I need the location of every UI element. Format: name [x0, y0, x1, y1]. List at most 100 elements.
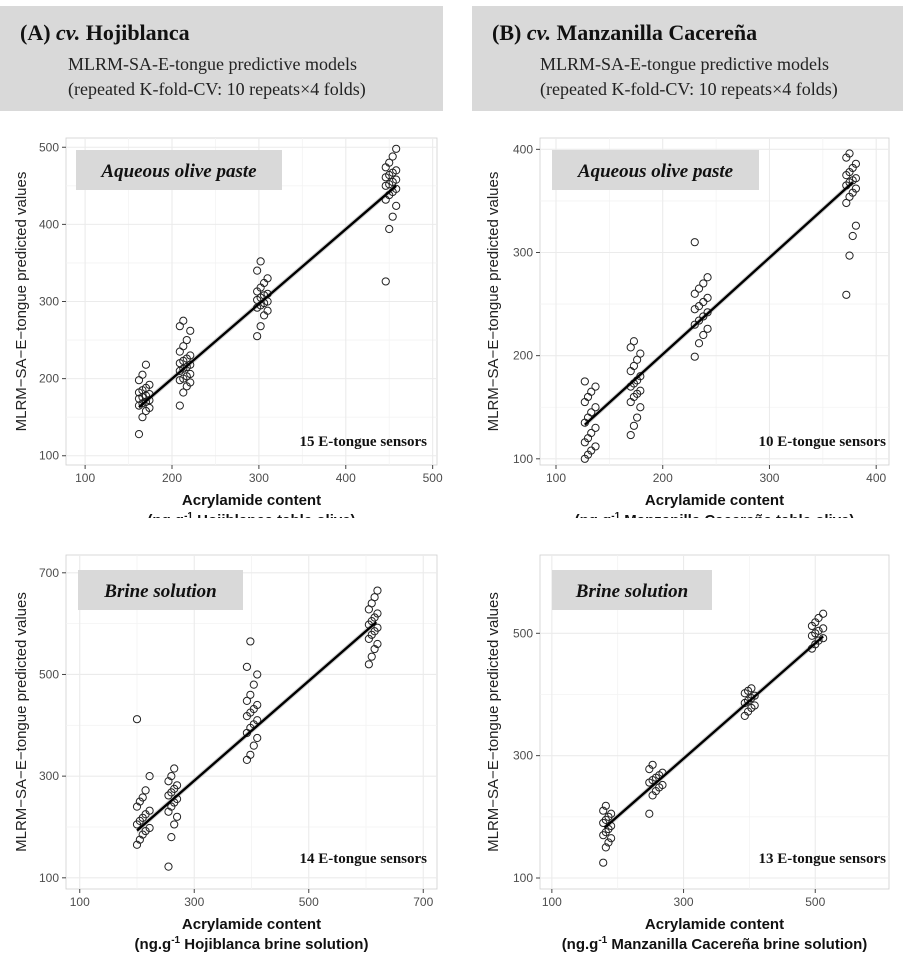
data-point — [253, 670, 262, 679]
data-point — [848, 231, 857, 241]
sample-type-label: Aqueous olive paste — [577, 161, 734, 182]
y-tick-label: 100 — [513, 452, 533, 466]
y-tick-label: 500 — [39, 667, 59, 681]
data-point — [601, 801, 610, 810]
y-tick-label: 100 — [39, 871, 59, 885]
data-point — [629, 361, 639, 371]
cultivar-name: Hojiblanca — [85, 20, 190, 45]
data-point — [607, 834, 616, 843]
scatter-panel-b-aqueous: 100 200 300 400 100 200 300 400 MLRM−SA−E−tongue… — [472, 128, 903, 529]
data-point — [179, 388, 188, 397]
data-point — [699, 297, 708, 307]
panel-letter: (A) — [20, 20, 51, 45]
data-point — [587, 446, 596, 455]
x-tick-label: 400 — [336, 471, 356, 485]
data-point — [851, 184, 861, 193]
cv-abbrev: cv. — [56, 20, 81, 45]
scatter-panel-b-brine: 100 300 500 100 300 500 MLRM−SA−E−tongue predi… — [472, 545, 903, 953]
y-tick-label: 200 — [513, 349, 533, 363]
x-axis-label: Acrylamide content — [645, 492, 784, 509]
header-title-b: (B) cv. Manzanilla Cacereña — [492, 20, 757, 46]
data-point — [186, 378, 195, 387]
cv-abbrev: cv. — [526, 20, 552, 45]
data-point — [703, 324, 712, 333]
data-point — [134, 430, 144, 439]
unit-superscript: -1 — [598, 935, 607, 946]
y-tick-label: 100 — [513, 871, 533, 885]
data-point — [690, 289, 699, 298]
sensor-count-label: 13 E-tongue sensors — [758, 851, 886, 867]
unit-prefix: (ng.g — [575, 512, 612, 518]
header-title-a: (A) cv. Hojiblanca — [20, 20, 190, 46]
data-point — [373, 623, 382, 632]
data-point — [814, 626, 823, 635]
y-tick-label: 100 — [39, 449, 59, 463]
data-point — [170, 764, 179, 773]
y-tick-label: 400 — [513, 142, 533, 156]
unit-suffix: Hojiblanca table olive) — [193, 512, 356, 518]
header-subtitle-line1: MLRM-SA-E-tongue predictive models — [540, 54, 829, 74]
x-axis-unit-label: (ng.g-1 Hojiblanca brine solution) — [135, 935, 369, 952]
unit-prefix: (ng.g — [562, 936, 599, 952]
unit-suffix: Manzanilla Cacereña table olive) — [620, 512, 854, 518]
sensor-count-label: 10 E-tongue sensors — [758, 434, 886, 450]
data-point — [164, 862, 173, 871]
data-point — [141, 786, 150, 795]
data-point — [145, 806, 154, 815]
data-point — [256, 257, 265, 266]
data-point — [607, 809, 616, 818]
unit-suffix: Manzanilla Cacereña brine solution) — [607, 936, 867, 952]
x-tick-label: 300 — [674, 895, 694, 909]
sensor-count-label: 15 E-tongue sensors — [299, 434, 427, 450]
data-point — [385, 224, 394, 234]
sample-type-label: Aqueous olive paste — [100, 161, 257, 182]
data-point — [703, 293, 712, 302]
data-point — [253, 716, 262, 725]
data-point — [392, 175, 401, 184]
data-point — [242, 696, 252, 706]
data-point — [246, 750, 255, 759]
sample-type-label: Brine solution — [103, 581, 216, 602]
data-point — [636, 403, 645, 412]
x-axis-label: Acrylamide content — [182, 492, 321, 509]
header-subtitle-line2: (repeated K-fold-CV: 10 repeats×4 folds) — [68, 79, 366, 99]
data-point — [381, 277, 390, 286]
data-point — [690, 238, 699, 247]
data-point — [392, 201, 401, 210]
x-tick-label: 500 — [805, 895, 825, 909]
y-tick-label: 300 — [513, 246, 533, 260]
data-point — [648, 760, 657, 769]
data-point — [167, 833, 176, 842]
y-axis-label: MLRM−SA−E−tongue predicted values — [13, 172, 30, 432]
data-point — [851, 159, 861, 168]
x-axis-unit-label: (ng.g-1 Hojiblanca table olive) — [147, 511, 355, 518]
data-point — [253, 332, 262, 341]
data-point — [253, 700, 262, 710]
x-tick-label: 100 — [546, 471, 566, 485]
data-point — [170, 820, 179, 829]
data-point — [186, 369, 195, 379]
data-point — [633, 413, 642, 422]
data-point — [145, 823, 154, 833]
data-point — [694, 284, 704, 293]
unit-superscript: -1 — [171, 935, 180, 946]
data-point — [242, 662, 252, 671]
header-panel-a: (A) cv. Hojiblanca MLRM-SA-E-tongue pred… — [0, 6, 443, 111]
data-point — [591, 423, 600, 432]
unit-suffix: Hojiblanca brine solution) — [180, 936, 368, 952]
data-point — [819, 624, 828, 633]
data-point — [246, 690, 255, 699]
data-point — [845, 149, 854, 158]
data-point — [179, 342, 188, 351]
data-point — [367, 652, 376, 661]
chart-svg: 100 200 300 400 100 200 300 400 MLRM−SA−E−tongue… — [485, 137, 890, 529]
data-point — [172, 812, 182, 821]
data-point — [699, 312, 708, 321]
data-point — [851, 174, 861, 183]
data-point — [703, 273, 712, 282]
data-point — [819, 609, 828, 618]
y-axis-label: MLRM−SA−E−tongue predicted values — [485, 172, 502, 432]
data-point — [138, 793, 147, 802]
scatter-panel-a-brine: 100 300 500 700 100 300 500 700 MLRM−SA−E−tongue… — [0, 545, 451, 953]
data-point — [141, 360, 151, 369]
